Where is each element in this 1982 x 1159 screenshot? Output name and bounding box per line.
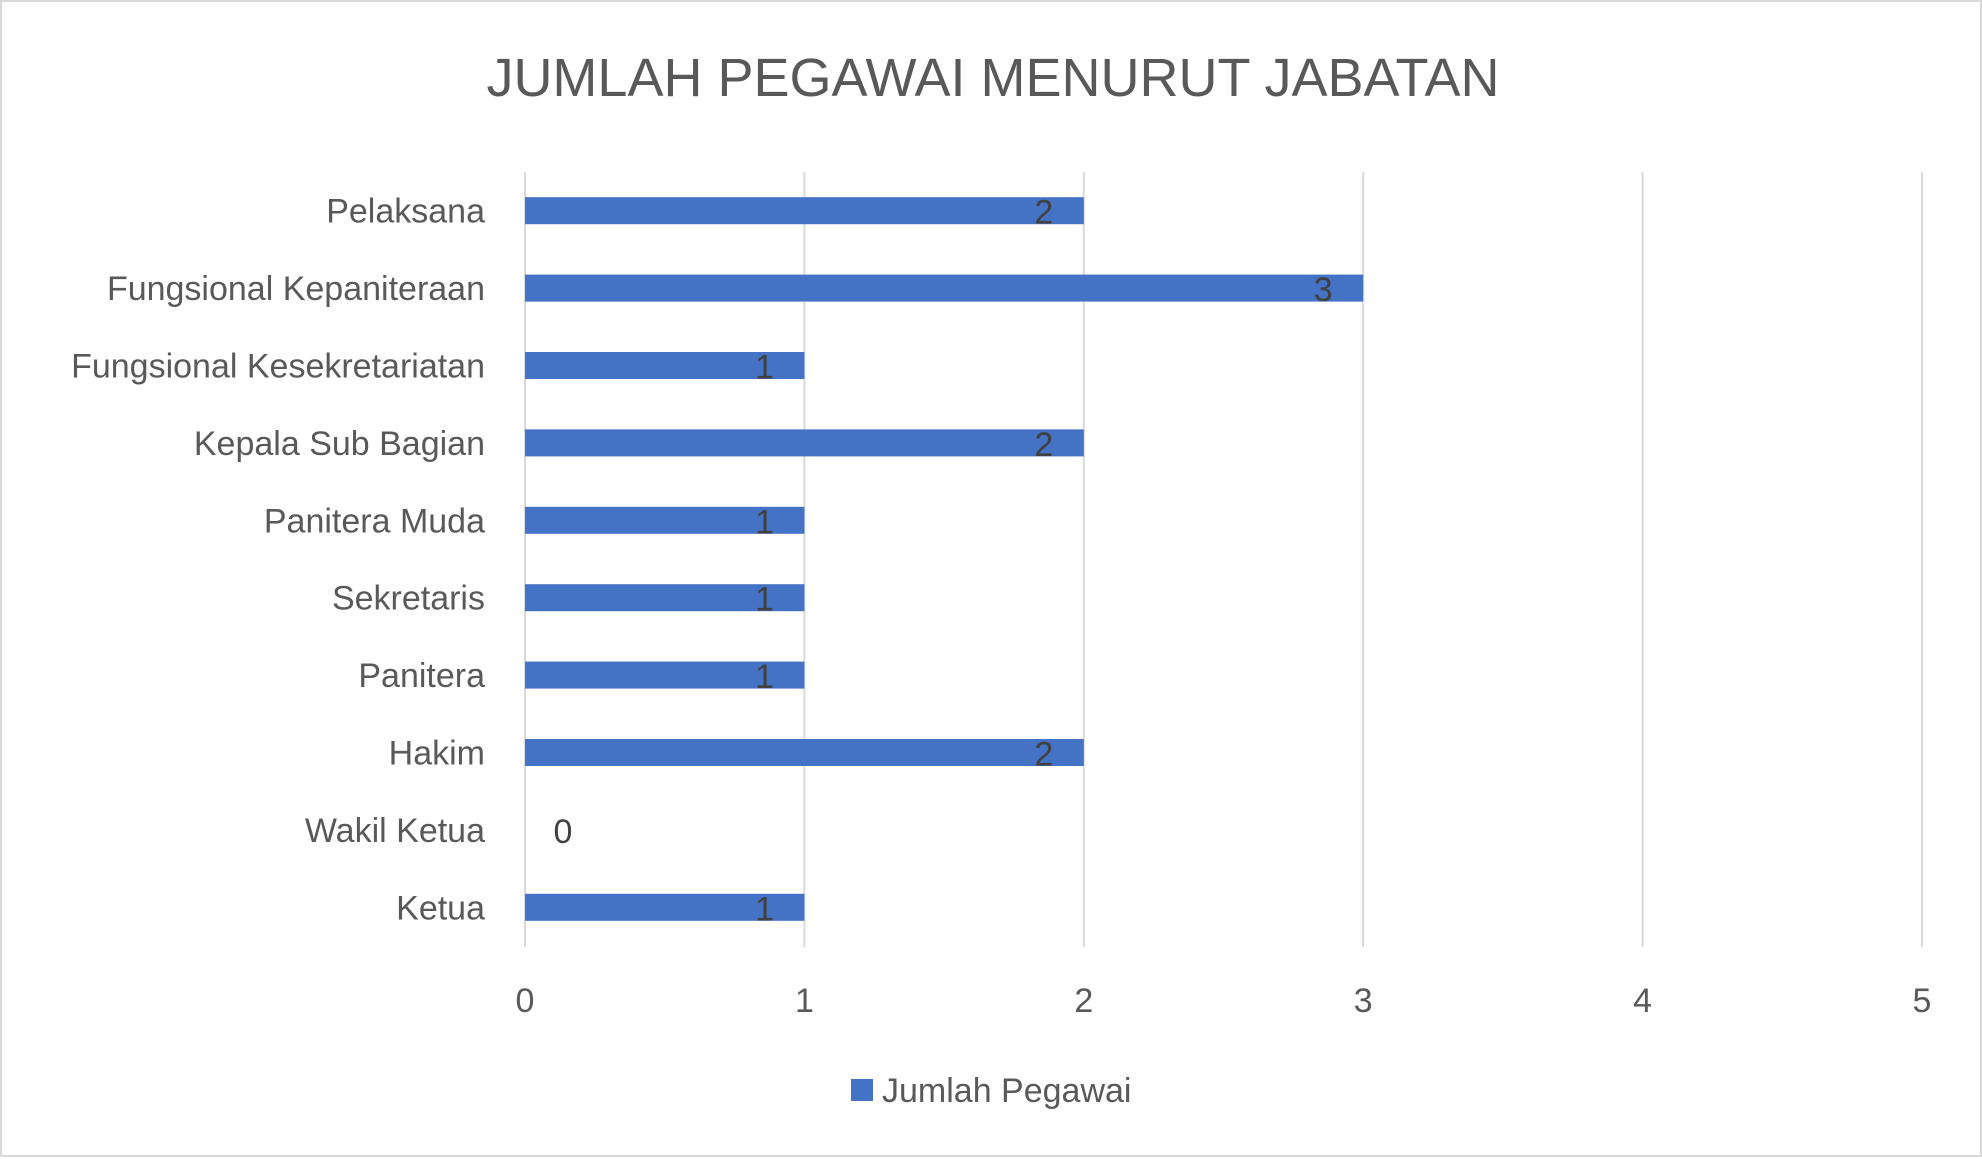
category-label: Fungsional Kesekretariatan xyxy=(71,348,485,386)
x-tick-label: 5 xyxy=(1913,982,1932,1020)
legend-swatch xyxy=(851,1079,873,1101)
data-labels: 1 0 2 1 1 1 2 1 3 2 xyxy=(554,194,1333,929)
category-label: Fungsional Kepaniteraan xyxy=(107,270,485,308)
category-label: Hakim xyxy=(389,735,485,773)
bar xyxy=(525,584,805,612)
category-label: Kepala Sub Bagian xyxy=(194,425,485,463)
bar xyxy=(525,739,1084,766)
x-tick-labels: 0 1 2 3 4 5 xyxy=(516,982,1932,1020)
data-label: 1 xyxy=(755,581,774,619)
bars xyxy=(525,197,1364,921)
data-label: 2 xyxy=(1034,194,1053,232)
category-labels: Ketua Wakil Ketua Hakim Panitera Sekretaris P… xyxy=(71,193,485,928)
bar xyxy=(525,661,805,689)
category-label: Ketua xyxy=(396,889,485,927)
legend: Jumlah Pegawai xyxy=(851,1072,1131,1110)
x-tick-label: 3 xyxy=(1354,982,1373,1020)
x-tick-label: 4 xyxy=(1633,982,1652,1020)
x-tick-label: 2 xyxy=(1074,982,1093,1020)
bar xyxy=(525,274,1364,302)
data-label: 2 xyxy=(1034,736,1053,774)
data-label: 3 xyxy=(1314,271,1333,309)
data-label: 2 xyxy=(1034,426,1053,464)
category-label: Panitera xyxy=(358,657,485,695)
data-label: 1 xyxy=(755,658,774,696)
legend-label: Jumlah Pegawai xyxy=(882,1072,1131,1110)
data-label: 0 xyxy=(554,813,573,851)
data-label: 1 xyxy=(755,890,774,928)
category-label: Pelaksana xyxy=(326,193,485,231)
category-label: Panitera Muda xyxy=(264,502,485,540)
data-label: 1 xyxy=(755,349,774,387)
bar xyxy=(525,506,805,534)
chart-title: JUMLAH PEGAWAI MENURUT JABATAN xyxy=(486,48,1499,108)
bar xyxy=(525,429,1084,457)
category-label: Wakil Ketua xyxy=(305,812,485,850)
bar xyxy=(525,197,1084,225)
x-tick-label: 1 xyxy=(795,982,814,1020)
data-label: 1 xyxy=(755,503,774,541)
category-label: Sekretaris xyxy=(332,580,485,618)
bar xyxy=(525,352,805,379)
x-tick-label: 0 xyxy=(516,982,535,1020)
bar xyxy=(525,893,805,921)
